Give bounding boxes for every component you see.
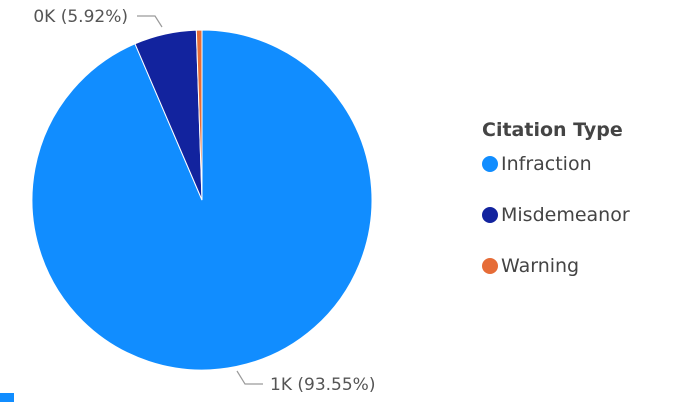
legend-dot-warning <box>482 258 498 274</box>
legend-items: Infraction Misdemeanor Warning <box>482 151 682 279</box>
leader-line-misdemeanor <box>137 15 163 28</box>
data-label-misdemeanor: 0K (5.92%) <box>33 7 128 27</box>
pie-slice-warning[interactable] <box>195 29 203 201</box>
legend-title: Citation Type <box>482 119 623 141</box>
legend-dot-misdemeanor <box>482 207 498 223</box>
legend: Citation Type Infraction Misdemeanor War… <box>482 116 682 304</box>
selection-corner-mark <box>0 393 14 402</box>
legend-item-infraction[interactable]: Infraction <box>482 151 682 177</box>
leader-line-infraction <box>236 370 263 385</box>
legend-dot-infraction <box>482 156 498 172</box>
data-label-infraction: 1K (93.55%) <box>270 375 375 395</box>
legend-label-warning: Warning <box>501 255 580 277</box>
legend-label-misdemeanor: Misdemeanor <box>501 204 630 226</box>
legend-item-warning[interactable]: Warning <box>482 253 682 279</box>
legend-item-misdemeanor[interactable]: Misdemeanor <box>482 202 682 228</box>
legend-label-infraction: Infraction <box>501 153 592 175</box>
pie-slices <box>31 29 373 371</box>
